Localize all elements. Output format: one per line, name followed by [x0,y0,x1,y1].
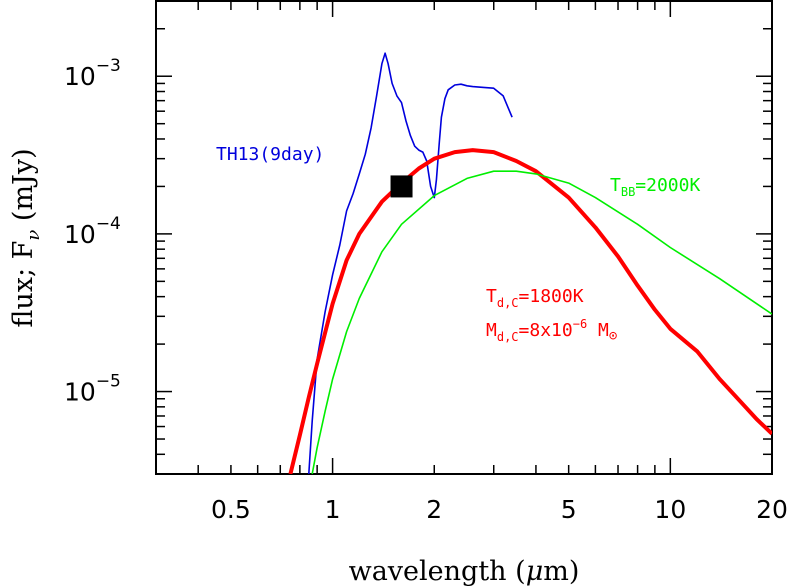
sun-symbol-icon: ⊙ [609,328,618,344]
x-tick-label: 5 [561,495,577,524]
x-axis-title-suffix: m) [543,556,579,587]
data-marker [390,175,413,198]
data-marker-group [390,175,413,198]
y-axis-title-prefix: flux; F [8,241,39,328]
y-tick-label: 10−4 [64,214,121,249]
tbb-annotation: TBB=2000K [610,175,700,199]
y-tick-label: 10−3 [64,56,121,91]
plot-frame [155,0,773,475]
mdc-exp: −6 [573,317,587,331]
y-tick-labels: 10−3 10−4 10−5 [64,56,121,406]
x-tick-label: 0.5 [211,495,251,524]
nu-symbol: ν [23,230,44,241]
series-group [288,52,772,474]
mu-symbol: μ [526,556,544,587]
tdc-rest: =1800K [519,286,584,307]
x-tick-labels: 0.5 1 2 5 10 20 [211,495,788,524]
series-line-0 [308,52,513,474]
x-tick-label: 20 [756,495,788,524]
mdc-mid: =8x10 [519,320,573,341]
series-line-1 [288,148,772,474]
tbb-sub: BB [621,185,635,199]
y-axis-title: flux; Fν (mJy) [8,148,44,327]
x-axis-title-prefix: wavelength ( [349,556,526,587]
tdc-main: T [486,286,497,307]
x-axis-title: wavelength (μm) [349,556,580,587]
tbb-main: T [610,175,621,196]
tdc-sub: d,C [497,296,519,310]
axis-ticks [155,0,773,475]
mdc-sub: d,C [497,330,519,344]
tdc-annotation: Td,C=1800K [486,286,584,310]
x-tick-label: 10 [654,495,686,524]
x-tick-label: 1 [325,495,341,524]
mdc-main: M [486,320,497,341]
series-line-2 [311,170,772,474]
y-tick-label: 10−5 [64,372,121,407]
tbb-rest: =2000K [635,175,700,196]
mdc-unit: M [587,320,609,341]
x-tick-label: 2 [426,495,442,524]
mdc-annotation: Md,C=8x10−6 M⊙ [486,317,618,344]
th13-annotation: TH13(9day) [216,144,324,165]
y-axis-title-suffix: (mJy) [8,148,39,229]
